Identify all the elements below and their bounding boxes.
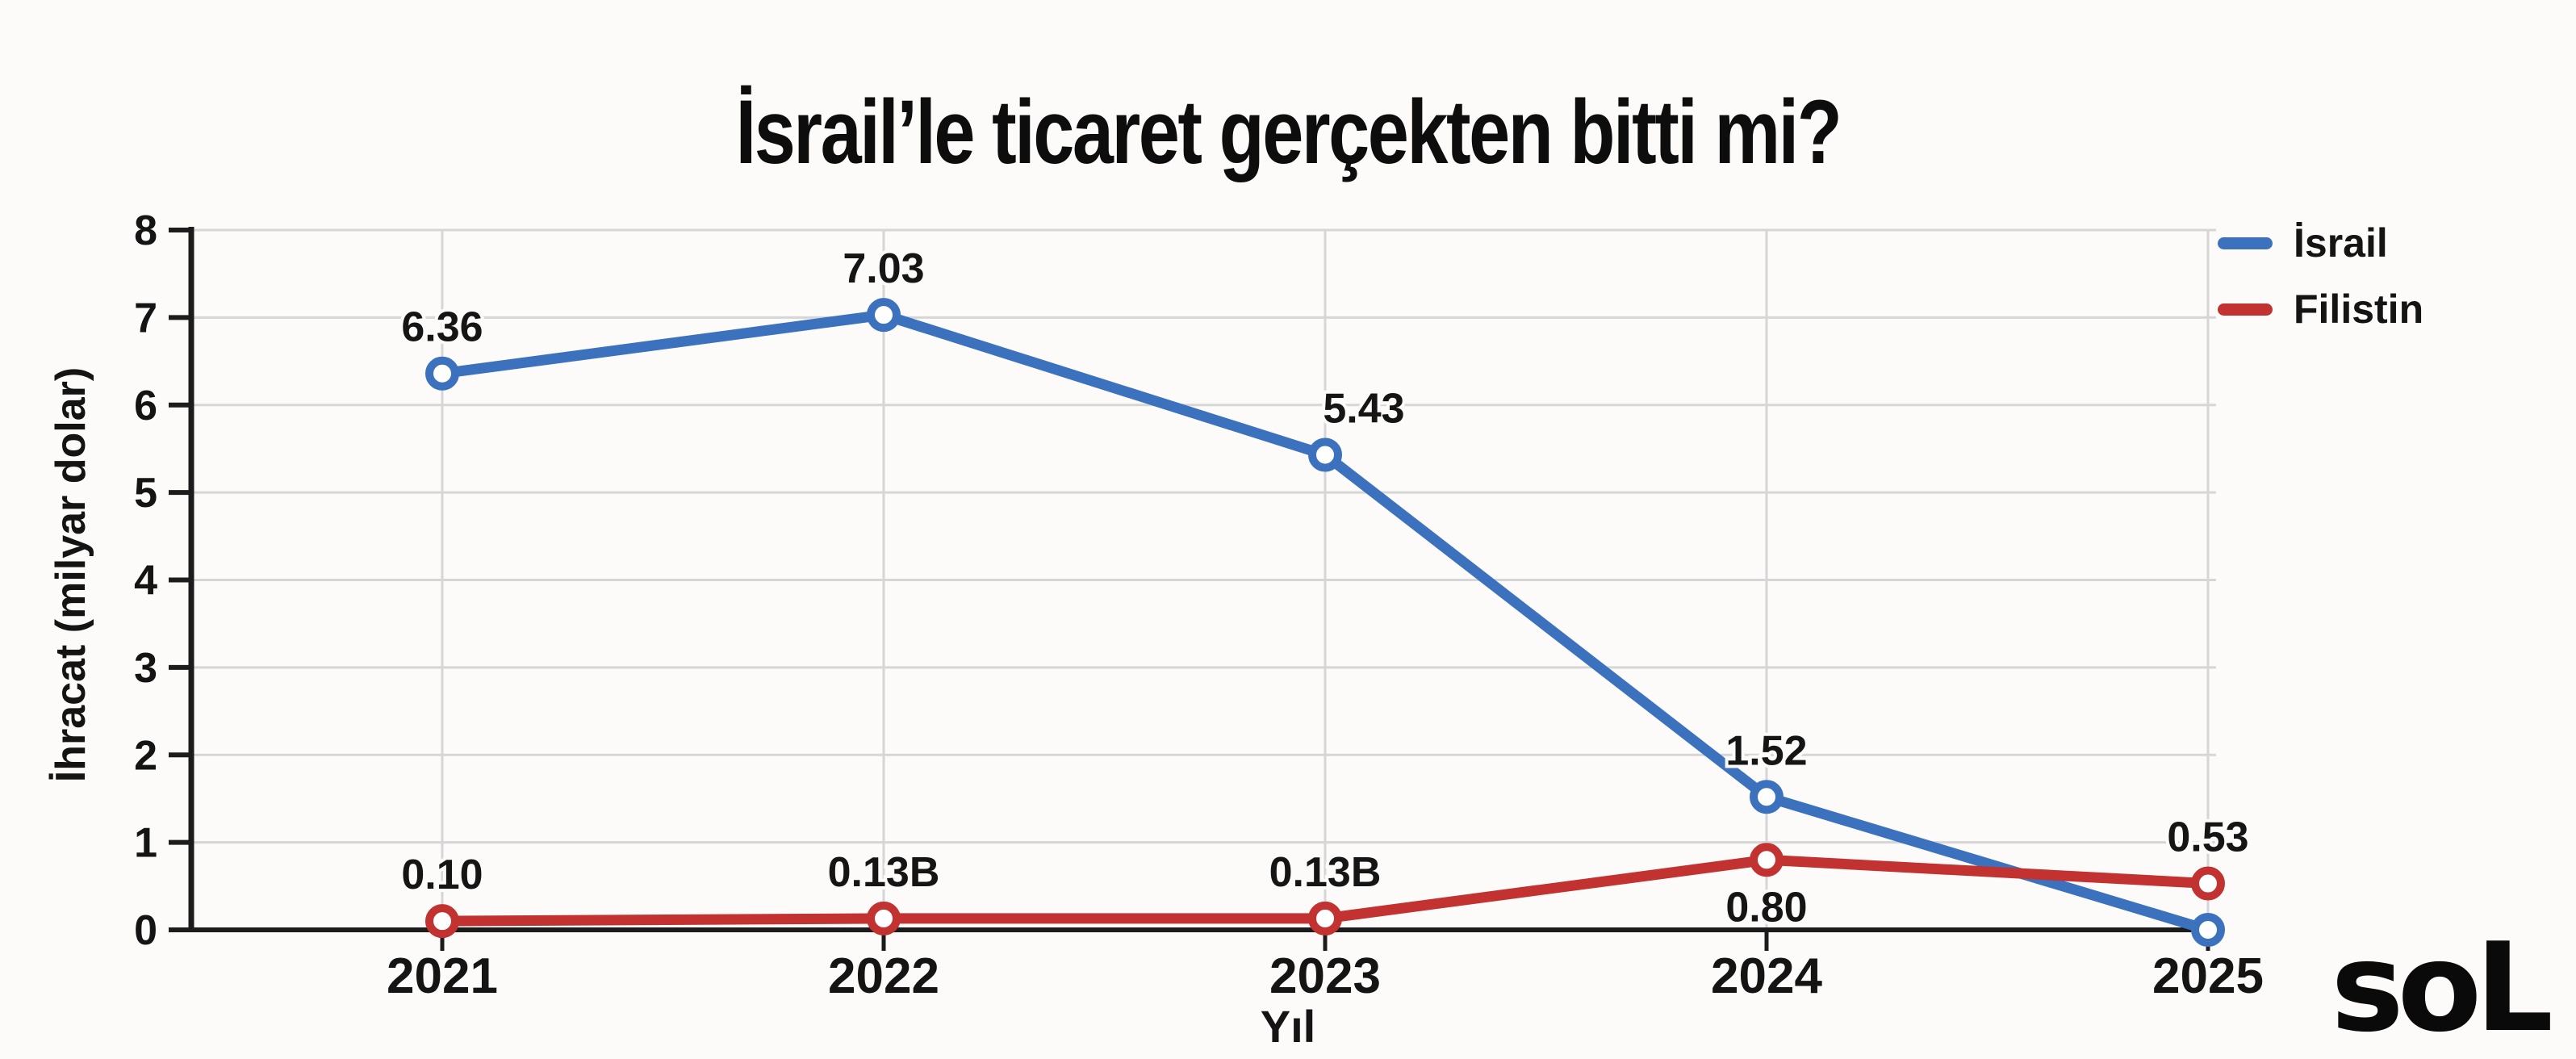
legend: İsrail Filistin: [2218, 223, 2423, 329]
y-tick-label: 7: [134, 295, 157, 341]
data-label: 0.13B: [1269, 849, 1382, 896]
data-point: [1750, 843, 1784, 877]
legend-swatch: [2218, 303, 2273, 316]
legend-item-İsrail: İsrail: [2218, 223, 2423, 263]
x-tick-label: 2024: [1711, 948, 1822, 1004]
y-tick-label: 4: [134, 558, 157, 605]
data-label: 0.10: [401, 852, 483, 898]
x-tick-label: 2022: [828, 948, 939, 1004]
y-tick-label: 2: [134, 732, 157, 779]
data-label: 0.80: [1725, 884, 1807, 931]
y-tick-label: 3: [134, 645, 157, 692]
x-tick-label: 2025: [2152, 948, 2264, 1004]
legend-label: Filistin: [2294, 287, 2424, 332]
y-tick-label: 6: [134, 383, 157, 429]
y-tick-label: 1: [134, 820, 157, 867]
data-label: 6.36: [401, 304, 483, 351]
data-point: [425, 904, 459, 939]
data-point: [2191, 866, 2225, 901]
data-point: [1750, 780, 1784, 814]
x-tick-label: 2021: [387, 948, 498, 1004]
data-point: [1308, 901, 1342, 936]
legend-item-Filistin: Filistin: [2218, 289, 2423, 329]
data-label: 5.43: [1323, 386, 1404, 433]
chart-title: İsrail’le ticaret gerçekten bitti mi?: [735, 82, 1842, 183]
data-point: [425, 356, 459, 391]
data-label: 1.52: [1725, 727, 1807, 774]
x-tick-label: 2023: [1269, 948, 1381, 1004]
legend-label: İsrail: [2294, 220, 2388, 266]
data-label: 7.03: [843, 245, 924, 292]
data-point: [1308, 437, 1342, 472]
data-label: 0.13B: [828, 849, 940, 896]
data-point: [2191, 913, 2225, 947]
x-axis-title: Yıl: [1260, 1001, 1316, 1052]
data-point: [867, 901, 901, 936]
sol-logo: soL: [2331, 916, 2553, 1059]
y-tick-label: 5: [134, 470, 157, 517]
y-tick-label: 0: [134, 907, 157, 954]
data-point: [867, 298, 901, 333]
data-label: 0.53: [2167, 814, 2248, 861]
y-tick-label: 8: [134, 207, 157, 254]
legend-swatch: [2218, 236, 2273, 249]
